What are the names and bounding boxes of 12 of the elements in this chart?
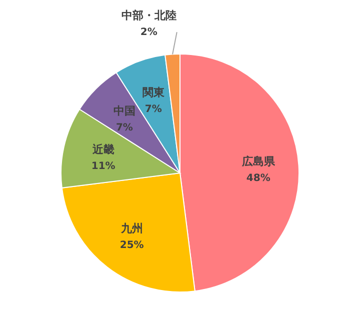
data-label: 7%: [116, 122, 133, 134]
data-label: 25%: [120, 240, 144, 252]
slice-label: 近畿: [91, 142, 114, 156]
slice-label: 関東: [142, 86, 166, 100]
data-label: 7%: [144, 104, 162, 116]
slice-label: 広島県: [240, 155, 276, 168]
data-label: 11%: [91, 160, 116, 172]
slice-label: 中国: [113, 104, 136, 118]
slice-label: 九州: [120, 222, 143, 236]
slice-label: 中部・北陸: [121, 9, 176, 22]
data-label: 48%: [246, 173, 270, 184]
data-label: 2%: [140, 27, 158, 38]
